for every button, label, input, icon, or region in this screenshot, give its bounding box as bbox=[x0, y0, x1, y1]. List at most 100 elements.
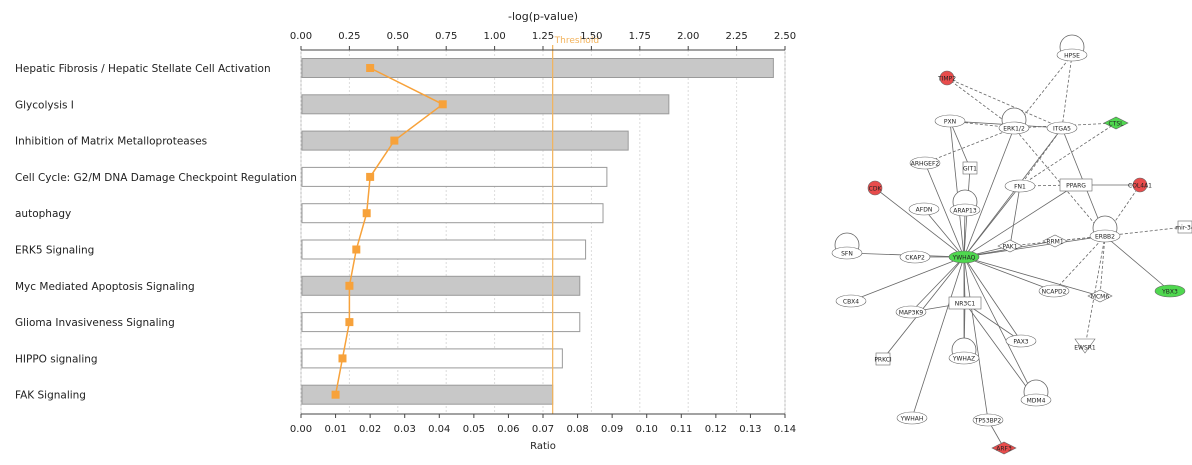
node-label: MCM6 bbox=[1091, 294, 1110, 301]
network-edge bbox=[946, 77, 1063, 129]
node-label: ARAP13 bbox=[953, 208, 977, 215]
bottom-tick-label: 0.01 bbox=[324, 424, 346, 435]
bottom-tick-label: 0.05 bbox=[463, 424, 485, 435]
network-node: SFN bbox=[831, 232, 863, 260]
node-label: CTSL bbox=[1108, 121, 1124, 128]
network-node: ARF3 bbox=[991, 441, 1017, 455]
network-node: ERBB2 bbox=[1089, 215, 1121, 243]
node-label: TP53BP2 bbox=[974, 418, 1002, 425]
network-edge bbox=[1104, 225, 1186, 237]
category-label: Cell Cycle: G2/M DNA Damage Checkpoint R… bbox=[15, 172, 297, 184]
network-node: PAX3 bbox=[1005, 334, 1037, 348]
node-shape bbox=[867, 180, 883, 196]
node-label: YWHAH bbox=[900, 416, 924, 423]
node-shape bbox=[948, 351, 980, 365]
network-edge bbox=[949, 120, 971, 169]
node-label: PPARG bbox=[1066, 183, 1086, 190]
network-node: ITGA5 bbox=[1046, 121, 1078, 135]
bar-7 bbox=[301, 312, 581, 333]
ratio-point-1 bbox=[438, 100, 447, 109]
threshold-group: Threshold bbox=[552, 36, 599, 414]
bottom-tick-label: 0.06 bbox=[497, 424, 519, 435]
node-shape bbox=[991, 441, 1017, 455]
network-edge bbox=[948, 120, 965, 258]
network-node: CDK bbox=[867, 180, 883, 196]
network-node: YBX3 bbox=[1154, 284, 1186, 298]
node-label: EWSR1 bbox=[1074, 345, 1096, 352]
node-shape bbox=[972, 413, 1004, 427]
network-edge bbox=[910, 256, 965, 313]
bottom-tick-label: 0.02 bbox=[359, 424, 381, 435]
bottom-tick-label: 0.00 bbox=[290, 424, 312, 435]
bar-2 bbox=[301, 130, 629, 151]
category-label: Myc Mediated Apoptosis Signaling bbox=[15, 281, 195, 293]
bar-8 bbox=[301, 348, 563, 369]
network-edge bbox=[963, 256, 1055, 292]
network-node: CKAP2 bbox=[899, 250, 931, 264]
node-shape bbox=[1074, 338, 1096, 354]
network-edge bbox=[964, 302, 1022, 342]
network-edge bbox=[850, 256, 965, 302]
node-label: SFN bbox=[841, 251, 853, 258]
category-label: FAK Signaling bbox=[15, 390, 86, 402]
threshold-label: Threshold bbox=[554, 36, 599, 46]
network-edge bbox=[963, 256, 1101, 298]
node-label: ERK1/2 bbox=[1003, 126, 1025, 133]
category-label: ERK5 Signaling bbox=[15, 245, 94, 257]
network-node: HPSE bbox=[1056, 34, 1088, 62]
node-shape bbox=[934, 114, 966, 128]
bottom-tick-label: 0.11 bbox=[670, 424, 692, 435]
node-label: YWHAZ bbox=[952, 356, 975, 363]
top-tick-label: 0.75 bbox=[435, 31, 457, 42]
node-shape bbox=[1046, 121, 1078, 135]
network-edge bbox=[962, 209, 968, 258]
network-edge bbox=[1013, 127, 1106, 237]
network-edge bbox=[946, 77, 1015, 129]
ratio-point-0 bbox=[366, 64, 375, 72]
network-node: MDM4 bbox=[1020, 379, 1052, 407]
node-shape bbox=[962, 161, 978, 175]
node-shape bbox=[908, 202, 940, 216]
top-tick-label: 1.50 bbox=[580, 31, 602, 42]
node-label: mir-34 bbox=[1175, 225, 1192, 232]
network-node: CBX4 bbox=[835, 294, 867, 308]
network-node: TP53BP2 bbox=[972, 413, 1004, 427]
network-edge bbox=[1097, 235, 1106, 297]
network-edge bbox=[964, 302, 1037, 401]
node-label: AFDN bbox=[916, 207, 933, 214]
network-edge bbox=[963, 185, 1021, 258]
ratio-point-7 bbox=[345, 318, 354, 327]
top-tick-label: 0.00 bbox=[290, 31, 312, 42]
category-label: Glioma Invasiveness Signaling bbox=[15, 317, 175, 329]
node-label: FN1 bbox=[1014, 184, 1026, 191]
network-node: PPARG bbox=[1059, 178, 1093, 192]
node-shape bbox=[1087, 289, 1113, 303]
ratio-point-9 bbox=[331, 390, 340, 399]
network-edge bbox=[963, 256, 1037, 401]
network-nodes: HPSE TIMP2 PXN ERK1/2 ITGA5 CTSL ARHGEF2 GIT1 FN… bbox=[831, 34, 1192, 455]
network-edge bbox=[963, 127, 1063, 258]
bar-0 bbox=[301, 58, 774, 78]
node-shape bbox=[1042, 234, 1068, 248]
network-node: MAP3K9 bbox=[895, 305, 927, 319]
top-axis-title: -log(p-value) bbox=[508, 10, 578, 23]
node-shape bbox=[909, 156, 941, 170]
node-shape bbox=[1005, 334, 1037, 348]
node-shape bbox=[835, 294, 867, 308]
network-node: MCM6 bbox=[1087, 289, 1113, 303]
node-label: TIMP2 bbox=[937, 76, 956, 83]
node-label: RRM1 bbox=[1046, 239, 1064, 246]
node-shape bbox=[899, 250, 931, 264]
bar-6 bbox=[301, 275, 581, 296]
category-label: Inhibition of Matrix Metalloproteases bbox=[15, 136, 207, 148]
top-tick-label: 1.25 bbox=[532, 31, 554, 42]
network-edge bbox=[963, 256, 1022, 342]
ratio-point-3 bbox=[366, 172, 375, 181]
network-edge bbox=[1104, 235, 1171, 292]
network-node: mir-34 bbox=[1175, 220, 1192, 234]
node-shape bbox=[1038, 284, 1070, 298]
network-edge bbox=[924, 127, 1015, 164]
network-node: PXN bbox=[934, 114, 966, 128]
bottom-tick-label: 0.12 bbox=[705, 424, 727, 435]
category-labels: Hepatic Fibrosis / Hepatic Stellate Cell… bbox=[15, 63, 297, 402]
